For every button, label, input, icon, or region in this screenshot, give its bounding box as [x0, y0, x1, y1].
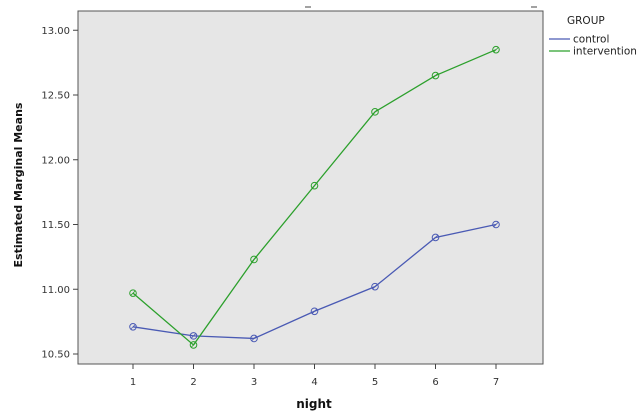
point-marker [189, 332, 198, 340]
legend-label-intervention: intervention [573, 46, 637, 58]
y-tick-label: 12.50 [41, 91, 70, 102]
point-marker [371, 282, 379, 291]
point-marker [250, 334, 258, 343]
data-point-intervention [129, 289, 137, 297]
x-tick-label: 5 [372, 377, 378, 388]
point-marker-stroke [493, 221, 499, 228]
data-point-control [371, 282, 379, 291]
point-marker [310, 181, 319, 190]
data-point-control [250, 334, 258, 343]
data-point-intervention [431, 71, 440, 80]
data-point-intervention [189, 341, 198, 349]
point-marker [189, 341, 198, 349]
plot-area [77, 10, 544, 365]
x-tick-label: 1 [130, 377, 136, 388]
x-tick-label: 6 [432, 377, 438, 388]
y-tick-label: 11.50 [41, 220, 70, 231]
point-marker-stroke [130, 324, 136, 330]
x-tick-label: 2 [190, 377, 196, 388]
y-axis: 10.50 11.00 11.50 12.00 12.50 13.00 [41, 26, 78, 361]
point-marker-stroke [432, 72, 439, 79]
point-marker [431, 71, 440, 80]
point-marker-stroke [311, 308, 318, 314]
point-marker [310, 307, 319, 316]
point-marker-stroke [251, 335, 257, 342]
data-point-control [310, 307, 319, 316]
series-layer [129, 45, 500, 349]
x-axis-title: night [296, 397, 332, 411]
data-point-control [492, 220, 500, 229]
data-point-control [189, 332, 198, 340]
point-marker [371, 108, 379, 116]
y-axis-title: Estimated Marginal Means [12, 102, 25, 267]
point-marker [129, 323, 137, 331]
data-point-intervention [492, 45, 500, 54]
data-point-control [129, 323, 137, 331]
point-marker [129, 289, 137, 297]
point-marker-stroke [432, 234, 439, 241]
x-tick-label: 4 [311, 377, 317, 388]
y-tick-label: 12.00 [41, 155, 70, 166]
y-tick-label: 13.00 [41, 26, 70, 37]
point-marker [250, 255, 258, 264]
x-axis: 1 2 3 4 5 6 7 [130, 364, 499, 388]
point-marker [492, 45, 500, 54]
point-marker-stroke [251, 256, 257, 263]
point-marker-stroke [372, 109, 378, 115]
data-point-intervention [310, 181, 319, 190]
point-marker-stroke [311, 183, 318, 189]
point-marker-stroke [190, 342, 197, 348]
data-point-intervention [371, 108, 379, 116]
y-tick-label: 10.50 [41, 350, 70, 361]
point-marker-stroke [190, 333, 197, 339]
point-marker-stroke [493, 47, 499, 53]
data-point-control [431, 233, 440, 242]
y-tick-label: 11.00 [41, 285, 70, 296]
legend-label-control: control [573, 34, 609, 46]
legend-title: GROUP [567, 15, 605, 27]
point-marker-stroke [130, 290, 136, 296]
point-marker [431, 233, 440, 242]
point-marker [492, 220, 500, 229]
data-point-intervention [250, 255, 258, 264]
x-tick-label: 3 [251, 377, 257, 388]
point-marker-stroke [372, 284, 378, 290]
x-tick-label: 7 [493, 377, 499, 388]
